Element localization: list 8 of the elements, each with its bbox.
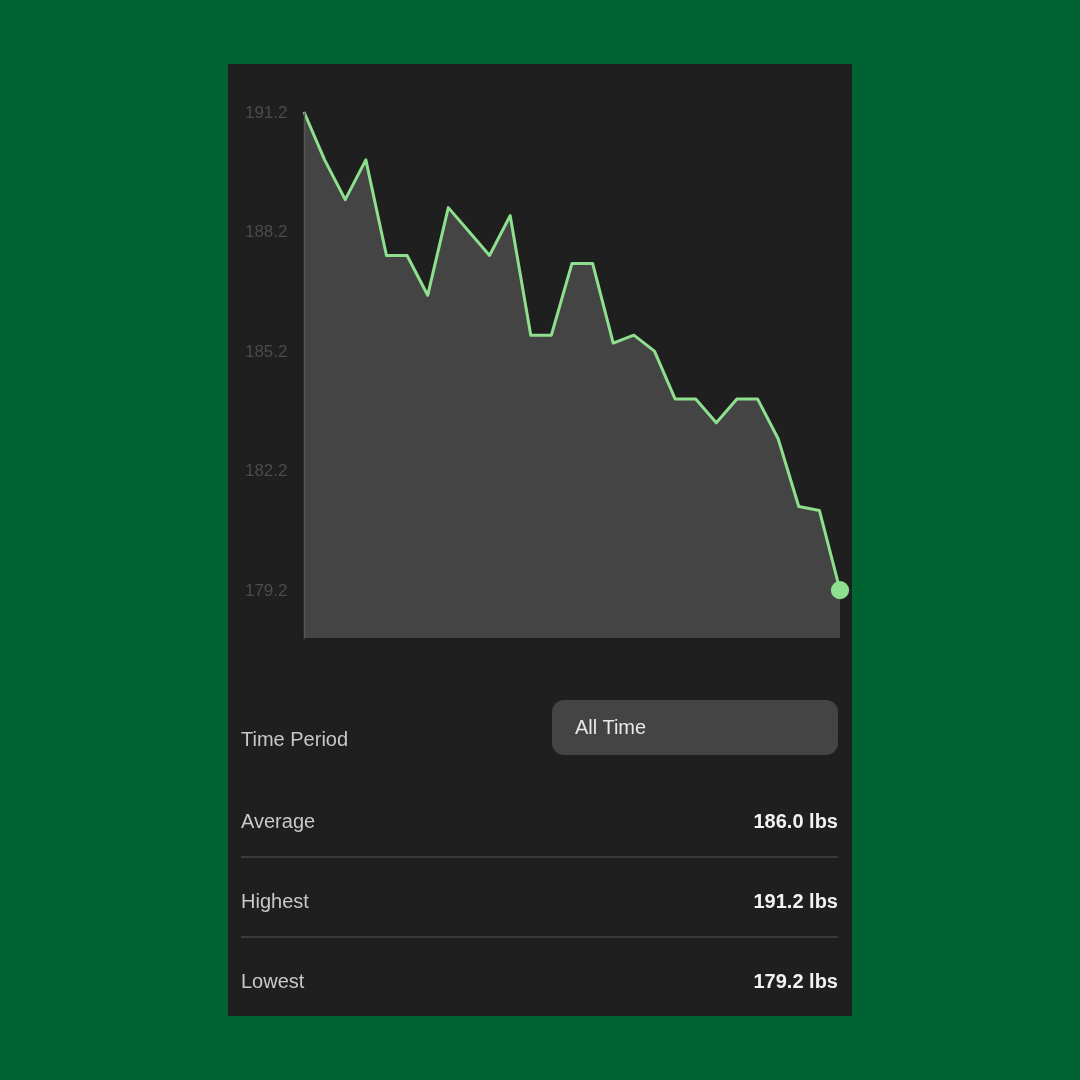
text: Highest xyxy=(241,890,310,912)
text: Average xyxy=(241,810,316,832)
text: 186.0 lbs xyxy=(753,810,838,832)
text: Lowest xyxy=(241,970,305,992)
text: 191.2 lbs xyxy=(753,890,838,912)
text: Time Period xyxy=(241,728,349,750)
text: 179.2 lbs xyxy=(753,970,838,992)
text: All Time xyxy=(575,716,647,738)
